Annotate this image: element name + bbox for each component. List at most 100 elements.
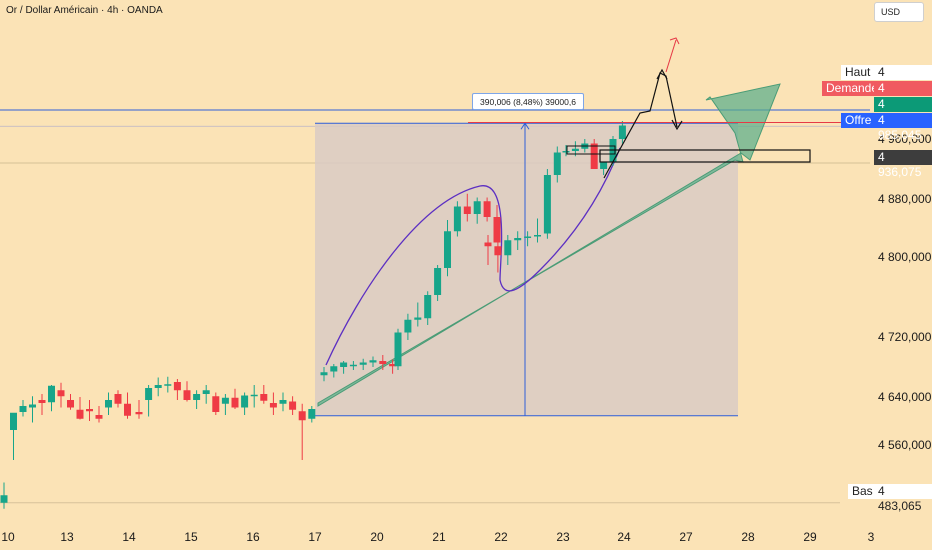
last-price-value: 4 936,075 xyxy=(874,150,932,179)
demand-label: Demande xyxy=(822,81,883,96)
candle xyxy=(562,151,570,153)
candle xyxy=(57,390,65,397)
price-tick: 4 720,000 xyxy=(878,330,932,344)
candle xyxy=(553,152,561,175)
breakout-arrowhead xyxy=(669,37,680,45)
pattern-curve xyxy=(325,147,621,366)
candle xyxy=(524,236,532,238)
candle xyxy=(424,295,432,319)
candle xyxy=(279,400,287,404)
candle xyxy=(434,268,442,295)
candle xyxy=(173,382,181,391)
candle xyxy=(534,235,541,237)
candle xyxy=(330,366,338,372)
candle xyxy=(320,372,328,376)
time-tick: 21 xyxy=(432,530,446,544)
candle xyxy=(600,161,608,169)
candle xyxy=(202,390,210,394)
candle xyxy=(404,319,412,333)
candle xyxy=(463,206,471,214)
candle xyxy=(114,394,122,404)
candle xyxy=(221,397,229,404)
candle xyxy=(504,240,512,256)
candle xyxy=(95,415,103,419)
candle xyxy=(250,394,258,397)
candle xyxy=(154,385,162,388)
offer-label: Offre xyxy=(841,113,876,128)
candle xyxy=(483,201,491,217)
candle xyxy=(359,362,367,365)
price-tick: 4 880,000 xyxy=(878,192,932,206)
candle xyxy=(86,409,93,412)
time-tick: 24 xyxy=(617,530,631,544)
time-tick: 14 xyxy=(122,530,136,544)
candle xyxy=(241,395,249,408)
time-tick: 3 xyxy=(867,530,875,544)
candle xyxy=(212,396,220,412)
candle xyxy=(193,394,201,400)
candle xyxy=(514,238,522,241)
candle xyxy=(269,403,277,408)
candle xyxy=(308,409,316,419)
time-tick: 13 xyxy=(60,530,74,544)
candle xyxy=(48,385,55,403)
candle xyxy=(484,242,492,247)
currency-button[interactable]: USD xyxy=(874,2,924,22)
time-tick: 22 xyxy=(494,530,508,544)
time-tick: 17 xyxy=(308,530,322,544)
candle xyxy=(76,409,84,419)
high-label: Haut xyxy=(841,65,875,80)
candle xyxy=(19,406,27,412)
measure-box xyxy=(315,123,738,416)
price-tick: 4 640,000 xyxy=(878,390,932,404)
breakout-arrow-line xyxy=(665,39,677,73)
offer-value: 4 985,045 xyxy=(874,113,932,142)
projected-path xyxy=(603,72,678,179)
candle xyxy=(124,403,131,416)
candle xyxy=(349,364,357,367)
candle xyxy=(231,397,239,408)
time-tick: 15 xyxy=(184,530,198,544)
price-tick: 4 800,000 xyxy=(878,250,932,264)
candle xyxy=(289,401,297,410)
candle xyxy=(590,143,598,169)
time-tick: 16 xyxy=(246,530,260,544)
candle xyxy=(298,411,306,421)
time-tick: 29 xyxy=(803,530,817,544)
candle xyxy=(340,362,348,367)
candle xyxy=(444,231,451,268)
demand-value: 4 990,045 xyxy=(874,81,932,110)
candle xyxy=(145,388,153,400)
candle xyxy=(183,390,191,400)
candle xyxy=(493,217,501,243)
ask-value: 4 987,545 xyxy=(874,97,932,126)
time-tick: 20 xyxy=(370,530,384,544)
projection-arrow xyxy=(317,83,781,407)
candle xyxy=(105,400,112,408)
candle xyxy=(10,412,17,430)
candle xyxy=(543,175,551,234)
candle xyxy=(414,317,422,320)
price-tick: 4 560,000 xyxy=(878,438,932,452)
projected-arrowhead-down xyxy=(671,119,683,131)
time-tick: 27 xyxy=(679,530,693,544)
candle xyxy=(453,206,461,232)
low-value: 4 483,065 xyxy=(874,484,932,513)
price-tick: 4 960,000 xyxy=(878,132,931,146)
time-tick: 28 xyxy=(741,530,755,544)
candle xyxy=(164,384,172,386)
candle xyxy=(494,246,502,256)
time-tick: 10 xyxy=(1,530,15,544)
candle xyxy=(29,404,36,408)
breakout-box xyxy=(599,149,811,163)
candle xyxy=(0,495,8,503)
candle xyxy=(260,394,268,401)
low-label: Bas xyxy=(848,484,877,499)
candle xyxy=(67,400,74,408)
candle xyxy=(571,148,579,151)
measure-label: 390,006 (8,48%) 39000,6 xyxy=(472,93,584,110)
high-value: 4 990,120 xyxy=(874,65,932,94)
candle xyxy=(618,125,626,139)
